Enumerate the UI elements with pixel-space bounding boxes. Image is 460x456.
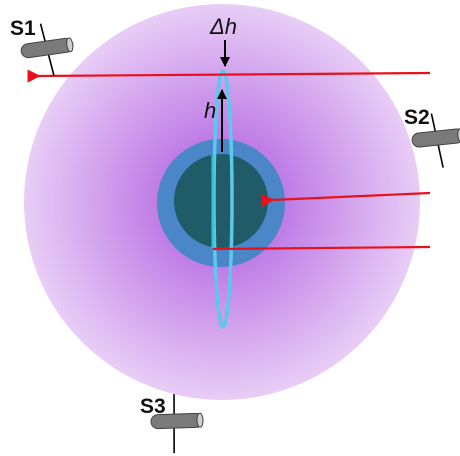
satellite-icon (411, 113, 460, 168)
label-s3: S3 (140, 395, 166, 418)
satellite-icon (20, 23, 74, 76)
signal-ray-bottom (212, 245, 431, 251)
label-h: h (204, 98, 216, 123)
label-s1: S1 (10, 17, 36, 40)
label-s2: S2 (404, 106, 430, 129)
signal-ray-middle (261, 191, 431, 208)
signal-ray-top (27, 69, 431, 83)
label-delta-h: Δh (209, 14, 237, 39)
planet-core (174, 154, 268, 248)
satellite-icon (150, 394, 204, 454)
